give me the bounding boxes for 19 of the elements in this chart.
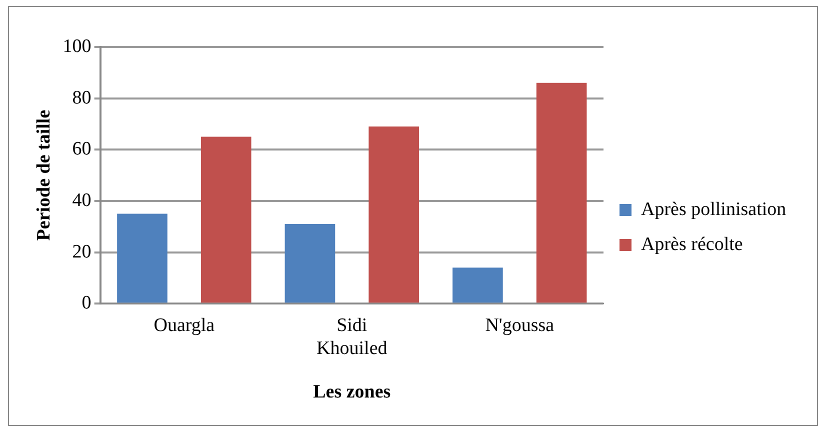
x-tick-label: Sidi Khouiled — [316, 314, 388, 359]
y-tick-label: 100 — [62, 36, 92, 57]
x-tick-label: Ouargla — [154, 314, 216, 336]
y-tick-label: 0 — [82, 292, 92, 314]
bar — [536, 82, 587, 303]
bar — [368, 126, 419, 303]
y-tick-label: 80 — [72, 87, 92, 108]
legend-label: Après pollinisation — [641, 198, 787, 220]
y-tick-label: 60 — [72, 138, 92, 160]
legend-label: Après récolte — [641, 234, 743, 255]
x-axis-title: Les zones — [313, 382, 391, 403]
x-tick-label: N'goussa — [485, 314, 555, 336]
y-tick-label: 20 — [72, 241, 92, 262]
y-axis-title: Periode de taille — [33, 110, 54, 241]
y-tick-label: 40 — [72, 190, 92, 211]
bar — [117, 214, 168, 303]
bar — [452, 268, 503, 303]
bar — [284, 224, 336, 303]
bar — [200, 136, 252, 303]
